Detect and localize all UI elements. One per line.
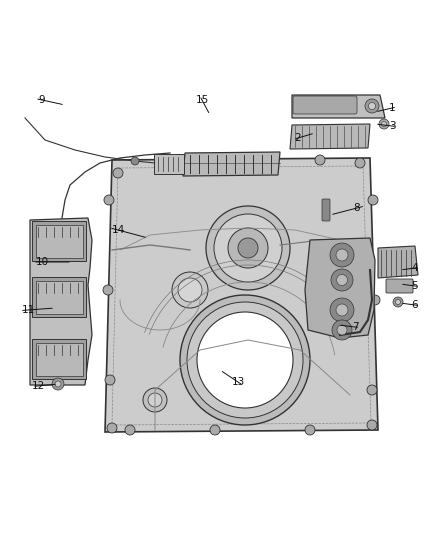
Circle shape: [148, 393, 162, 407]
Circle shape: [238, 238, 258, 258]
Polygon shape: [378, 246, 418, 278]
Text: 6: 6: [412, 300, 418, 310]
Circle shape: [235, 155, 245, 165]
Circle shape: [331, 269, 353, 291]
FancyBboxPatch shape: [322, 199, 330, 221]
Circle shape: [305, 425, 315, 435]
Polygon shape: [30, 218, 92, 385]
Circle shape: [214, 214, 282, 282]
Text: 7: 7: [352, 322, 358, 332]
FancyBboxPatch shape: [154, 154, 184, 174]
Text: 2: 2: [295, 133, 301, 143]
Circle shape: [178, 278, 202, 302]
FancyBboxPatch shape: [293, 96, 357, 114]
Circle shape: [381, 122, 386, 126]
Circle shape: [336, 249, 348, 261]
Polygon shape: [305, 238, 375, 338]
Text: 14: 14: [111, 225, 125, 235]
Circle shape: [103, 285, 113, 295]
Polygon shape: [292, 95, 385, 118]
FancyBboxPatch shape: [35, 343, 82, 376]
Circle shape: [332, 320, 352, 340]
Text: 12: 12: [32, 381, 45, 391]
Circle shape: [336, 274, 347, 286]
Circle shape: [104, 195, 114, 205]
Circle shape: [396, 300, 400, 304]
Circle shape: [206, 206, 290, 290]
Circle shape: [107, 423, 117, 433]
Circle shape: [113, 168, 123, 178]
Polygon shape: [290, 124, 370, 149]
Circle shape: [180, 295, 310, 425]
Circle shape: [187, 302, 303, 418]
Circle shape: [197, 312, 293, 408]
Circle shape: [210, 425, 220, 435]
Circle shape: [143, 388, 167, 412]
Circle shape: [393, 297, 403, 307]
Text: 15: 15: [195, 95, 208, 105]
Text: 8: 8: [354, 203, 360, 213]
Text: 4: 4: [412, 263, 418, 273]
Circle shape: [367, 385, 377, 395]
Polygon shape: [105, 158, 378, 432]
FancyBboxPatch shape: [35, 224, 82, 257]
Circle shape: [336, 304, 348, 316]
Circle shape: [131, 157, 139, 165]
FancyBboxPatch shape: [386, 279, 413, 293]
Circle shape: [370, 295, 380, 305]
Circle shape: [228, 228, 268, 268]
Text: 9: 9: [39, 95, 45, 105]
FancyBboxPatch shape: [32, 277, 86, 317]
Circle shape: [315, 155, 325, 165]
Circle shape: [368, 195, 378, 205]
Circle shape: [355, 158, 365, 168]
Circle shape: [368, 102, 375, 109]
Text: 11: 11: [21, 305, 35, 315]
FancyBboxPatch shape: [32, 221, 86, 261]
Circle shape: [105, 375, 115, 385]
Text: 13: 13: [231, 377, 245, 387]
Circle shape: [330, 298, 354, 322]
Circle shape: [52, 378, 64, 390]
Circle shape: [337, 325, 347, 335]
Circle shape: [160, 158, 170, 168]
Circle shape: [55, 381, 61, 387]
FancyBboxPatch shape: [32, 339, 86, 379]
Text: 10: 10: [35, 257, 49, 267]
Text: 5: 5: [412, 281, 418, 291]
Circle shape: [379, 119, 389, 129]
Text: 1: 1: [389, 103, 396, 113]
Circle shape: [365, 99, 379, 113]
Circle shape: [330, 243, 354, 267]
Circle shape: [367, 420, 377, 430]
Circle shape: [172, 272, 208, 308]
Polygon shape: [183, 152, 280, 176]
FancyBboxPatch shape: [35, 280, 82, 313]
Text: 3: 3: [389, 121, 396, 131]
Circle shape: [125, 425, 135, 435]
